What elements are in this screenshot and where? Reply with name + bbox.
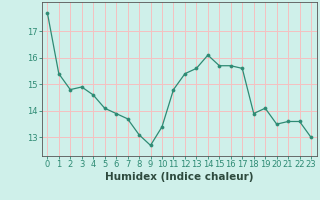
- X-axis label: Humidex (Indice chaleur): Humidex (Indice chaleur): [105, 172, 253, 182]
